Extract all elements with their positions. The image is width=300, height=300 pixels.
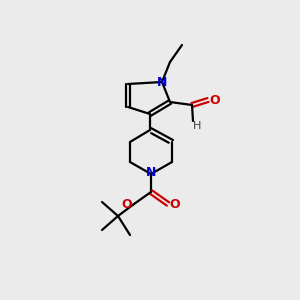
Text: N: N <box>157 76 167 88</box>
Text: N: N <box>146 167 156 179</box>
Text: H: H <box>193 121 201 131</box>
Text: O: O <box>170 197 180 211</box>
Text: O: O <box>122 197 132 211</box>
Text: O: O <box>210 94 220 106</box>
